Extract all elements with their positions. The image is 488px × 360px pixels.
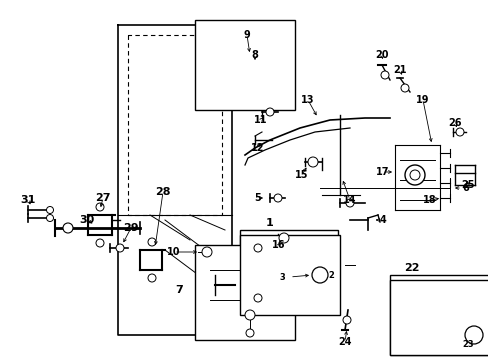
Text: 11: 11 (254, 115, 267, 125)
Bar (389, 280, 488, 355)
Text: 2: 2 (327, 270, 333, 279)
Circle shape (116, 244, 124, 252)
Text: 13: 13 (301, 95, 314, 105)
Circle shape (279, 233, 288, 243)
Text: 3: 3 (279, 273, 285, 282)
Circle shape (380, 71, 388, 79)
Circle shape (404, 165, 424, 185)
Text: 5: 5 (254, 193, 261, 203)
Circle shape (346, 199, 353, 207)
Circle shape (455, 128, 463, 136)
Text: 22: 22 (404, 263, 419, 273)
Bar (240, 235, 339, 315)
Bar (389, 275, 488, 355)
Text: 21: 21 (392, 65, 406, 75)
Circle shape (265, 108, 273, 116)
Circle shape (273, 194, 282, 202)
Circle shape (202, 247, 212, 257)
Text: 27: 27 (95, 193, 110, 203)
Bar (195, 245, 294, 340)
Text: 25: 25 (460, 180, 474, 190)
Text: 23: 23 (461, 340, 473, 349)
Circle shape (342, 316, 350, 324)
Text: 7: 7 (175, 285, 183, 295)
Text: 6: 6 (461, 183, 468, 193)
Circle shape (245, 329, 253, 337)
Text: 24: 24 (338, 337, 351, 347)
Text: 20: 20 (374, 50, 388, 60)
Text: 19: 19 (415, 95, 429, 105)
Text: 30: 30 (79, 215, 95, 225)
Text: 31: 31 (20, 195, 36, 205)
Circle shape (253, 294, 262, 302)
Circle shape (311, 267, 327, 283)
Circle shape (46, 207, 53, 213)
Text: 18: 18 (422, 195, 436, 205)
Text: 12: 12 (251, 143, 264, 153)
Text: 16: 16 (272, 240, 285, 250)
Text: 14: 14 (343, 195, 356, 205)
Circle shape (307, 157, 317, 167)
Circle shape (148, 238, 156, 246)
Text: 29: 29 (123, 223, 139, 233)
Text: 10: 10 (167, 247, 181, 257)
Circle shape (253, 244, 262, 252)
Text: 15: 15 (295, 170, 308, 180)
Circle shape (96, 203, 104, 211)
Circle shape (96, 239, 104, 247)
Text: 28: 28 (155, 187, 170, 197)
Bar (240, 230, 337, 310)
Circle shape (63, 223, 73, 233)
Text: 4: 4 (379, 215, 386, 225)
Text: 26: 26 (447, 118, 461, 128)
Circle shape (244, 310, 254, 320)
Circle shape (46, 215, 53, 221)
Circle shape (409, 170, 419, 180)
Bar (195, 20, 294, 110)
Circle shape (464, 326, 482, 344)
Circle shape (148, 274, 156, 282)
Circle shape (400, 84, 408, 92)
Text: 1: 1 (265, 218, 273, 228)
Text: 8: 8 (251, 50, 258, 60)
Text: 9: 9 (243, 30, 250, 40)
Text: 17: 17 (375, 167, 389, 177)
